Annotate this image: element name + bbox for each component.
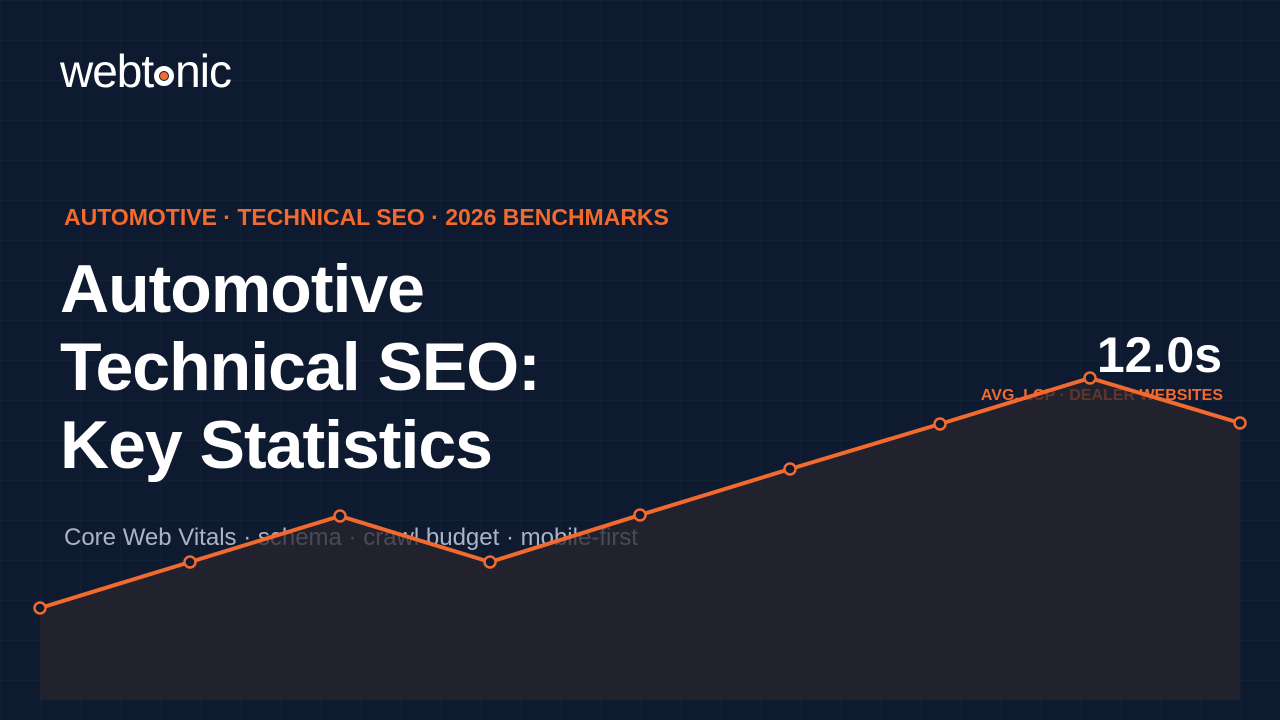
trend-points	[33, 371, 1247, 615]
title-line: Automotive	[60, 251, 425, 327]
title-line: Technical SEO:	[60, 329, 541, 405]
eyebrow: AUTOMOTIVE · TECHNICAL SEO · 2026 BENCHM…	[64, 204, 669, 230]
logo-text: nic	[175, 45, 232, 97]
logo-text: webt	[60, 45, 154, 97]
title-line: Key Statistics	[60, 407, 493, 483]
logo: webt nic	[60, 44, 232, 98]
trend-area	[40, 378, 1240, 700]
title: Automotive Technical SEO: Key Statistics	[60, 250, 541, 484]
logo-mark	[154, 66, 175, 86]
stat-value: 12.0s	[1096, 327, 1222, 383]
